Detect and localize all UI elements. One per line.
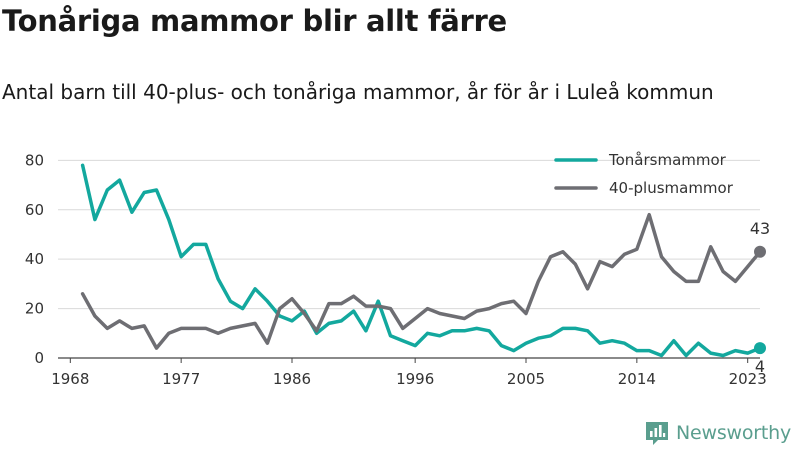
chart-title: Tonåriga mammor blir allt färre: [2, 4, 507, 38]
brand-name: Newsworthy: [676, 422, 792, 444]
series-endpoint-ton-rsmammor: [754, 342, 766, 355]
y-tick-label: 0: [34, 349, 44, 367]
x-tick-label: 2005: [507, 370, 545, 388]
end-value-label: 4: [755, 357, 765, 376]
chart-subtitle: Antal barn till 40-plus- och tonåriga ma…: [2, 80, 714, 104]
x-tick-label: 1977: [162, 370, 200, 388]
legend-label: Tonårsmammor: [608, 151, 727, 169]
x-tick-label: 2023: [729, 370, 767, 388]
end-value-label: 43: [750, 219, 770, 238]
x-tick-label: 1968: [51, 370, 89, 388]
legend: Tonårsmammor 40-plusmammor: [554, 151, 734, 197]
x-tick-label: 1986: [273, 370, 311, 388]
brand-logo: Newsworthy: [644, 420, 791, 446]
gridlines: [58, 159, 760, 359]
legend-label: 40-plusmammor: [609, 179, 734, 197]
x-axis-ticks: 1968 1977 1986 1996 2005 2014 2023: [51, 358, 767, 388]
y-tick-label: 20: [25, 300, 44, 318]
bar-chart-icon: [646, 422, 668, 445]
end-labels: 43 4: [750, 219, 770, 376]
y-tick-label: 40: [25, 250, 44, 268]
x-tick-label: 1996: [396, 370, 434, 388]
y-tick-label: 80: [25, 151, 44, 169]
series-line-ton-rsmammor: [80, 163, 762, 358]
y-tick-label: 60: [25, 201, 44, 219]
series-lines: [80, 163, 766, 358]
series-line-40-plusmammor: [80, 212, 762, 350]
y-axis-ticks: 0 20 40 60 80: [25, 151, 44, 367]
series-endpoint-40-plusmammor: [754, 245, 766, 258]
x-tick-label: 2014: [618, 370, 656, 388]
